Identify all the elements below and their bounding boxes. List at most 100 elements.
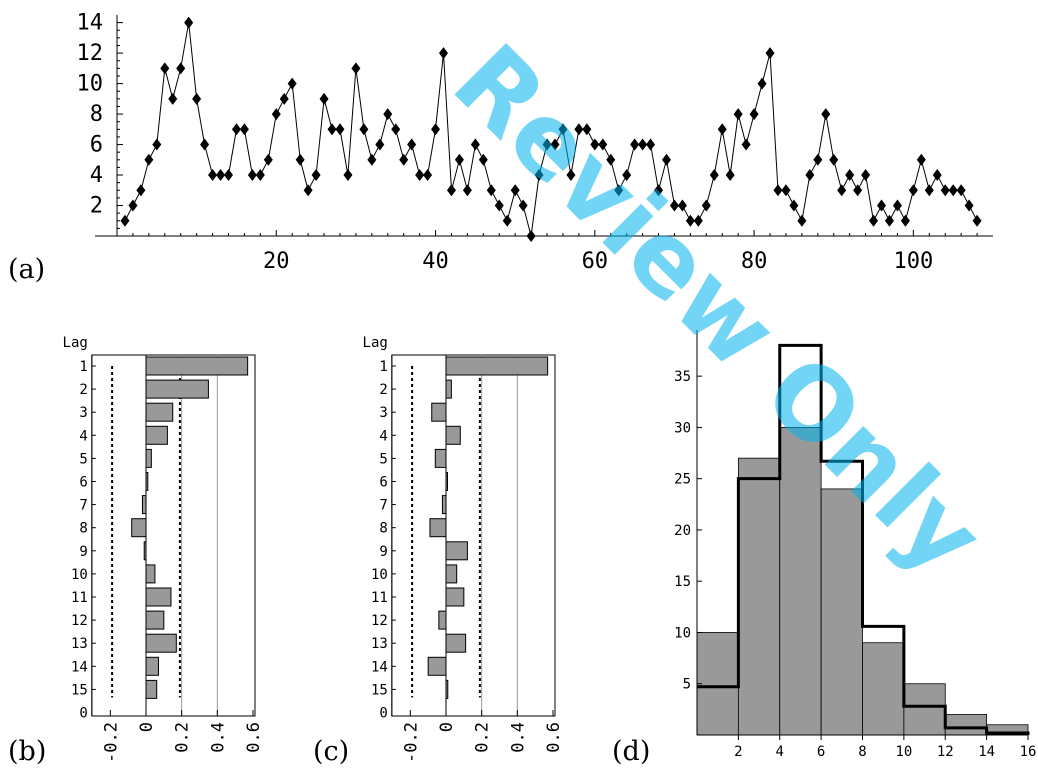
- data-point: [415, 169, 425, 182]
- data-point: [821, 108, 831, 121]
- data-point: [423, 169, 433, 182]
- data-point: [223, 169, 233, 182]
- data-point: [956, 184, 966, 197]
- data-point: [431, 123, 441, 136]
- data-point: [407, 138, 417, 151]
- y-tick-label: 14: [77, 11, 104, 36]
- y-tick-label: 10: [77, 72, 104, 97]
- lag-label: 7: [79, 498, 87, 514]
- bar: [145, 564, 156, 584]
- data-point: [486, 184, 496, 197]
- data-point: [192, 92, 202, 105]
- data-point: [136, 184, 146, 197]
- data-point: [566, 169, 576, 182]
- data-point: [399, 153, 409, 166]
- y-tick-label: 8: [90, 102, 103, 127]
- data-point: [773, 184, 783, 197]
- lag-label: 10: [371, 567, 388, 583]
- bar: [145, 356, 249, 376]
- lag-label: 6: [379, 475, 387, 491]
- data-point: [391, 123, 401, 136]
- lag-label: 9: [379, 544, 387, 560]
- bar: [143, 541, 147, 561]
- y-tick-label: 35: [674, 369, 691, 385]
- data-point: [208, 169, 218, 182]
- data-point: [590, 138, 600, 151]
- lag-label: 3: [79, 405, 87, 421]
- lag-label: 8: [379, 521, 387, 537]
- data-point: [176, 62, 186, 75]
- bar: [145, 379, 209, 399]
- data-point: [630, 138, 640, 151]
- lag-label: 14: [71, 659, 88, 675]
- data-point: [693, 214, 703, 227]
- lag-label: 6: [79, 475, 87, 491]
- y-tick-label: 4: [90, 163, 103, 188]
- data-point: [510, 184, 520, 197]
- data-point: [168, 92, 178, 105]
- data-point: [646, 138, 656, 151]
- data-point: [343, 169, 353, 182]
- lag-label: 1: [79, 359, 87, 375]
- data-point: [239, 123, 249, 136]
- data-point: [494, 199, 504, 212]
- bar: [445, 379, 452, 399]
- data-point: [924, 184, 934, 197]
- lag-label: 2: [79, 382, 87, 398]
- data-point: [311, 169, 321, 182]
- bar: [145, 425, 168, 445]
- x-tick-label: 0.6: [544, 722, 564, 753]
- bar: [445, 425, 461, 445]
- bar: [445, 587, 465, 607]
- x-tick-label: 0.2: [473, 722, 493, 753]
- y-tick-label: 6: [90, 133, 103, 158]
- data-point: [558, 123, 568, 136]
- data-point: [144, 153, 154, 166]
- data-point: [351, 62, 361, 75]
- data-point: [789, 199, 799, 212]
- histogram-bar: [944, 714, 988, 736]
- x-tick-label: 100: [893, 249, 933, 274]
- data-point: [502, 214, 512, 227]
- data-point: [638, 138, 648, 151]
- x-tick-label: 6: [817, 744, 825, 760]
- bar: [445, 633, 467, 653]
- lag-label: 11: [371, 590, 388, 606]
- data-point: [669, 199, 679, 212]
- bar: [429, 518, 447, 538]
- bar: [445, 541, 468, 561]
- data-point: [128, 199, 138, 212]
- data-point: [837, 184, 847, 197]
- axis-title: Lag: [63, 335, 88, 351]
- lag-label: 5: [379, 451, 387, 467]
- y-tick-label: 2: [90, 194, 103, 219]
- y-tick-label: 25: [674, 472, 691, 488]
- data-point: [932, 169, 942, 182]
- data-point: [319, 92, 329, 105]
- panel-label-b: (b): [8, 736, 46, 767]
- data-point: [892, 199, 902, 212]
- data-point: [526, 230, 536, 242]
- data-point: [327, 123, 337, 136]
- data-point: [550, 138, 560, 151]
- data-point: [160, 62, 170, 75]
- data-point: [606, 153, 616, 166]
- data-point: [200, 138, 210, 151]
- lag-label: 11: [71, 590, 88, 606]
- lag-label: 10: [71, 567, 88, 583]
- bar: [434, 448, 447, 468]
- data-point: [781, 184, 791, 197]
- bar: [145, 679, 158, 699]
- data-point: [948, 184, 958, 197]
- data-point: [940, 184, 950, 197]
- data-point: [622, 169, 632, 182]
- bar: [431, 402, 447, 422]
- y-tick-label: 12: [77, 41, 104, 66]
- bar: [145, 587, 172, 607]
- lag-label: 2: [379, 382, 387, 398]
- data-point: [853, 184, 863, 197]
- y-tick-label: 20: [674, 523, 691, 539]
- x-tick-label: 16: [1020, 744, 1037, 760]
